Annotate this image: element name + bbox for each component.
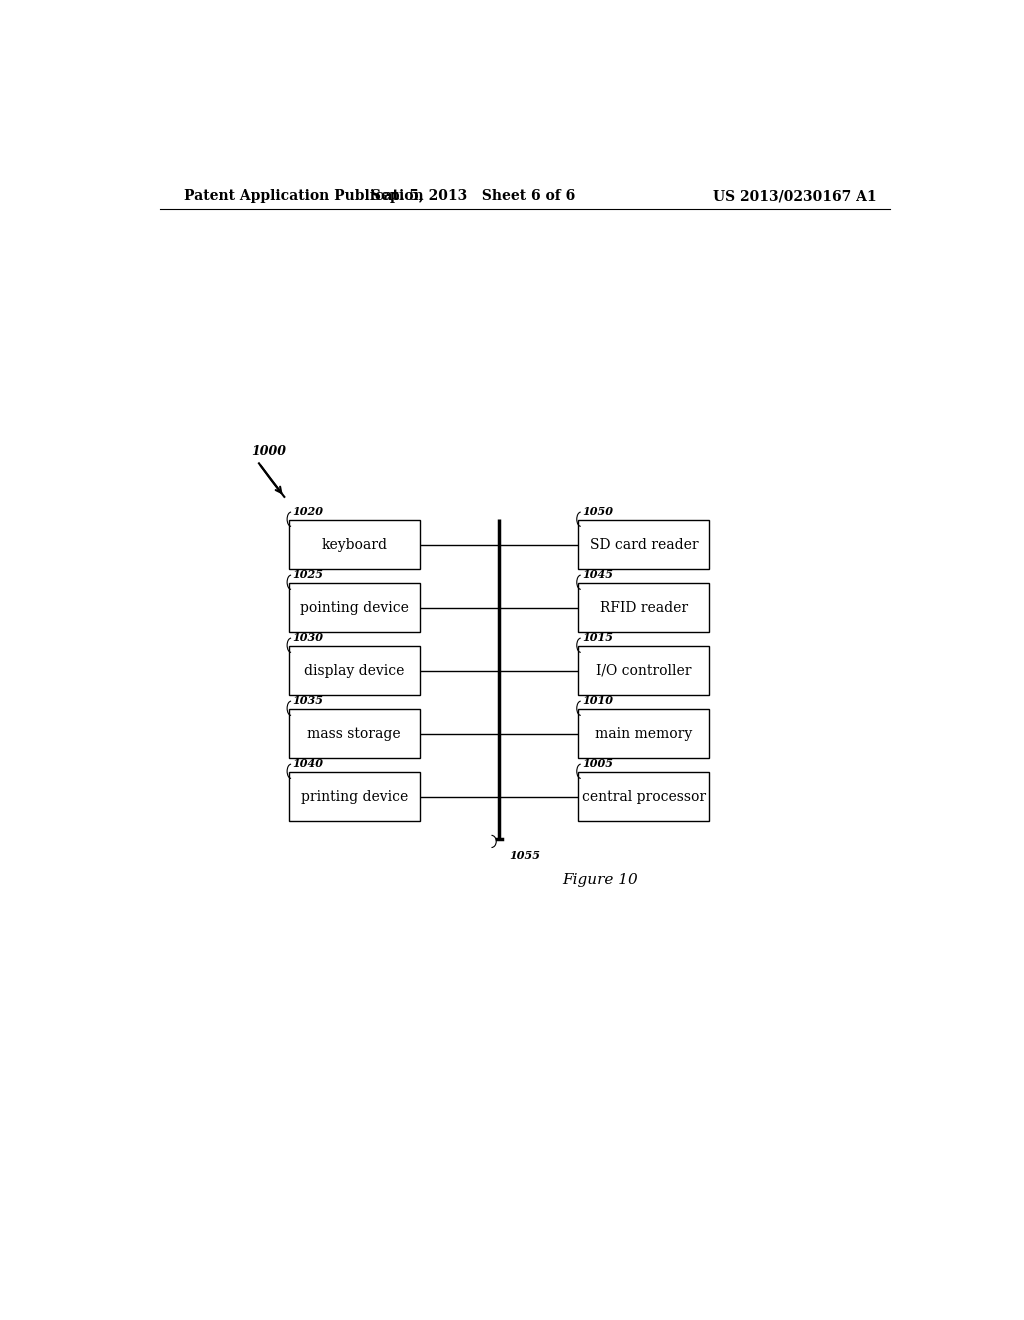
Text: 1015: 1015 <box>583 632 613 643</box>
Bar <box>289 647 420 696</box>
Bar <box>289 583 420 632</box>
Text: keyboard: keyboard <box>322 537 387 552</box>
Text: 1010: 1010 <box>583 696 613 706</box>
Text: SD card reader: SD card reader <box>590 537 698 552</box>
Text: Sep. 5, 2013   Sheet 6 of 6: Sep. 5, 2013 Sheet 6 of 6 <box>371 189 575 203</box>
Text: 1045: 1045 <box>583 569 613 581</box>
Text: Patent Application Publication: Patent Application Publication <box>183 189 423 203</box>
Text: pointing device: pointing device <box>300 601 409 615</box>
Text: 1000: 1000 <box>251 445 286 458</box>
Bar <box>289 709 420 758</box>
Text: 1055: 1055 <box>509 850 540 861</box>
Text: display device: display device <box>304 664 404 677</box>
Text: main memory: main memory <box>595 727 692 741</box>
Text: US 2013/0230167 A1: US 2013/0230167 A1 <box>713 189 877 203</box>
Text: 1050: 1050 <box>583 506 613 517</box>
Text: RFID reader: RFID reader <box>600 601 688 615</box>
Text: mass storage: mass storage <box>307 727 401 741</box>
Bar <box>579 709 710 758</box>
Text: 1040: 1040 <box>293 758 324 770</box>
Text: Figure 10: Figure 10 <box>562 873 638 887</box>
Bar <box>289 520 420 569</box>
Text: printing device: printing device <box>301 789 408 804</box>
Bar <box>289 772 420 821</box>
Text: central processor: central processor <box>582 789 706 804</box>
Text: I/O controller: I/O controller <box>596 664 691 677</box>
Bar <box>579 583 710 632</box>
Text: 1035: 1035 <box>293 696 324 706</box>
Bar <box>579 520 710 569</box>
Text: 1005: 1005 <box>583 758 613 770</box>
Text: 1025: 1025 <box>293 569 324 581</box>
Text: 1030: 1030 <box>293 632 324 643</box>
Bar <box>579 772 710 821</box>
Bar <box>579 647 710 696</box>
Text: 1020: 1020 <box>293 506 324 517</box>
